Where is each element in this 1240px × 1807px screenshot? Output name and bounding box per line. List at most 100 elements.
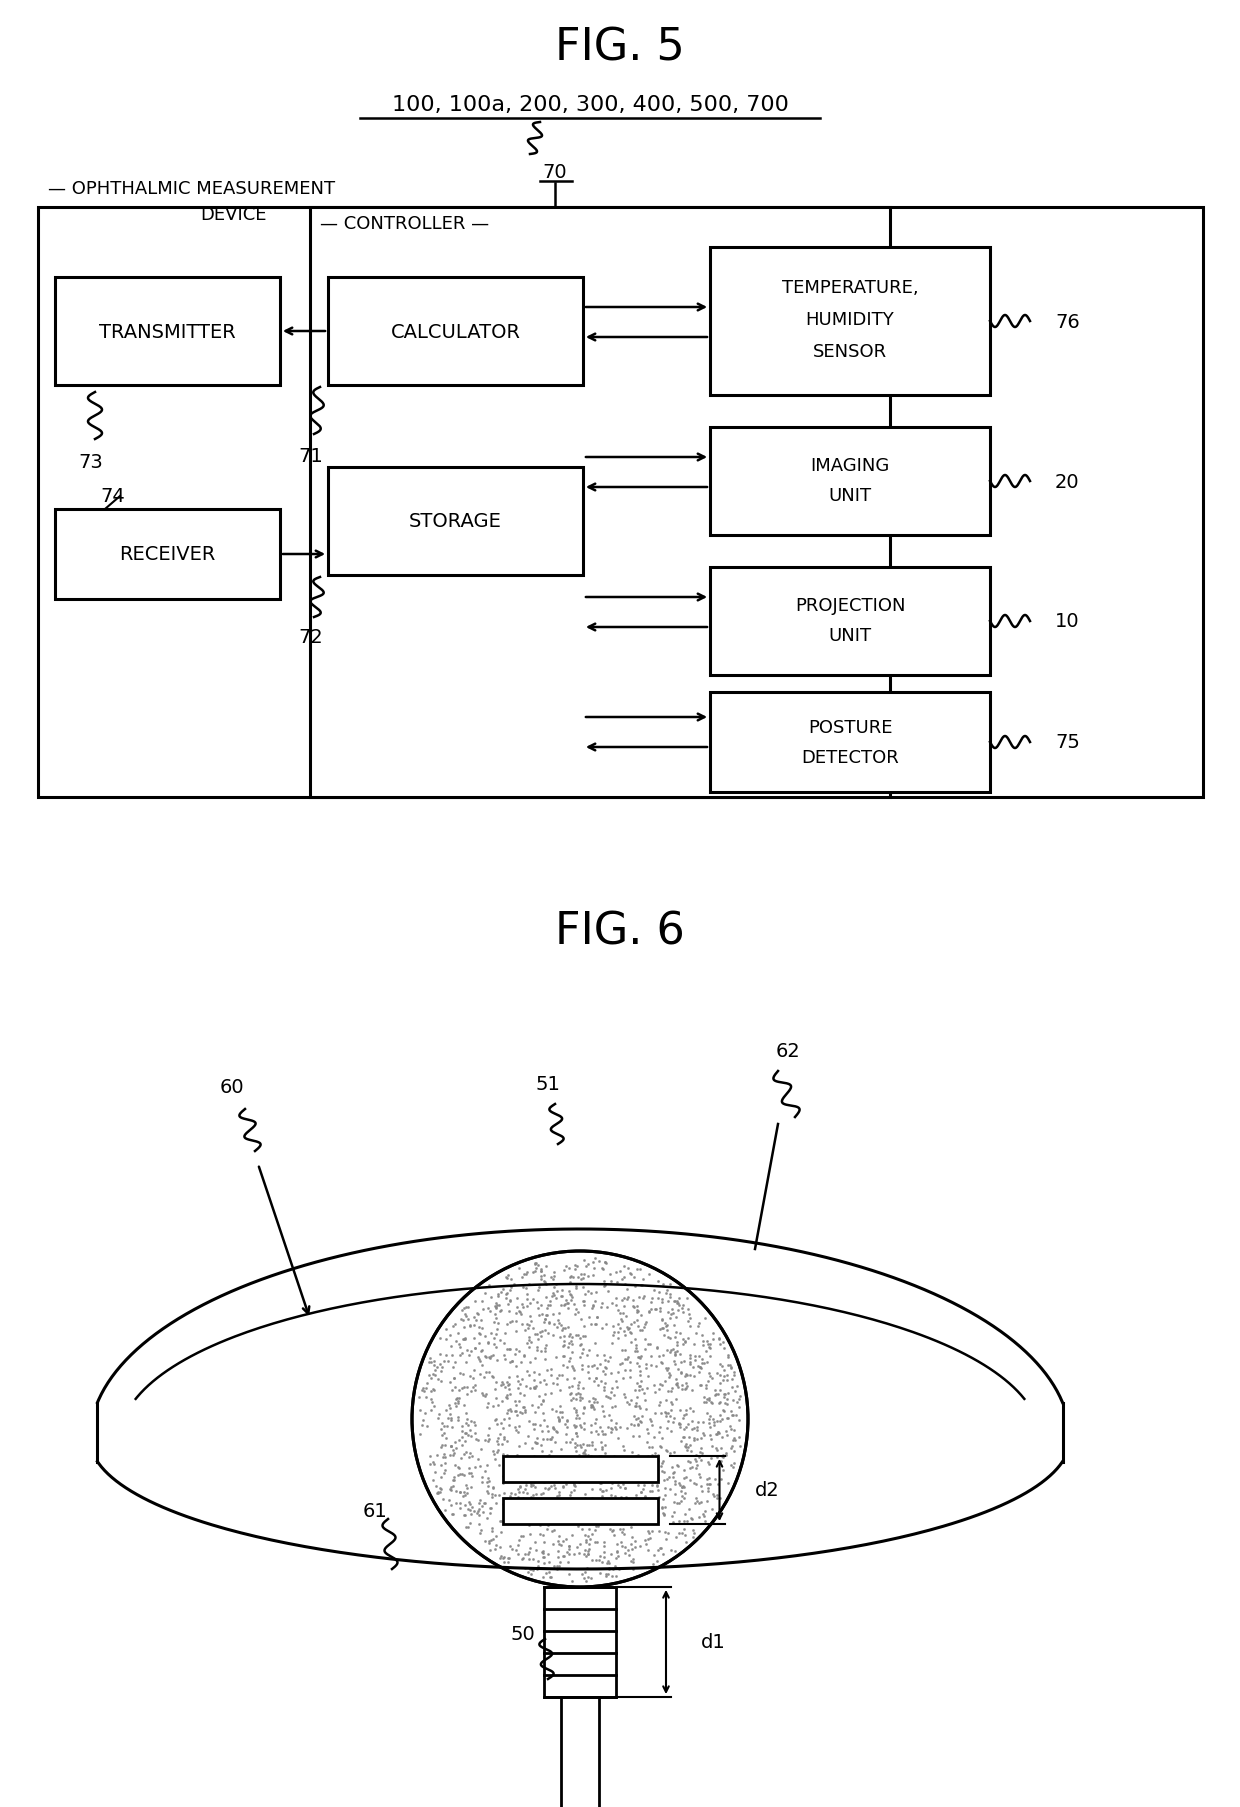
Point [533,1505,553,1534]
Point [560,1428,580,1456]
Point [476,1343,496,1372]
Point [454,1460,474,1489]
Point [422,1384,441,1413]
Point [443,1440,463,1469]
Point [495,1422,515,1451]
Point [560,1267,580,1296]
Point [698,1326,718,1355]
Point [525,1249,544,1278]
Point [639,1496,658,1525]
Point [672,1473,692,1502]
Point [585,1243,605,1272]
Point [553,1527,573,1556]
Point [542,1485,562,1514]
Point [585,1516,605,1545]
Point [500,1395,520,1424]
Point [672,1370,692,1399]
Point [667,1337,687,1366]
Point [538,1487,558,1516]
Point [699,1332,719,1361]
Point [609,1554,629,1583]
Point [583,1391,603,1420]
Point [681,1503,701,1532]
Point [574,1287,594,1315]
Point [645,1296,665,1325]
Point [717,1361,737,1390]
Point [599,1559,619,1588]
Point [565,1386,585,1415]
Point [624,1308,644,1337]
Point [548,1554,568,1583]
Point [492,1440,512,1469]
Point [676,1527,696,1556]
Point [485,1480,505,1509]
Point [517,1279,537,1308]
Point [577,1525,596,1554]
Point [675,1473,694,1502]
Point [539,1549,559,1578]
Point [565,1397,585,1426]
Point [471,1314,491,1343]
Point [511,1397,531,1426]
Point [577,1431,596,1460]
Point [723,1372,743,1400]
Point [670,1413,689,1442]
Point [637,1525,657,1554]
Bar [310,208,890,797]
Point [655,1500,675,1529]
Bar [502,1498,657,1523]
Point [521,1328,541,1357]
Point [534,1261,554,1290]
Point [693,1382,713,1411]
Point [461,1473,481,1502]
Point [441,1375,461,1404]
Point [658,1323,678,1352]
Point [656,1475,676,1503]
Point [475,1527,495,1556]
Point [430,1433,450,1462]
Point [562,1521,582,1550]
Point [636,1308,656,1337]
Point [454,1482,474,1511]
Point [449,1406,469,1435]
Point [625,1449,645,1478]
Point [660,1361,680,1390]
Point [647,1334,667,1362]
Point [479,1467,498,1496]
Point [518,1538,538,1567]
Point [689,1442,709,1471]
Point [671,1487,691,1516]
Point [500,1485,520,1514]
Point [620,1464,640,1493]
Point [573,1438,593,1467]
Point [672,1482,692,1511]
Point [558,1547,578,1576]
Point [642,1411,662,1440]
Point [707,1408,727,1437]
Point [451,1305,471,1334]
Point [593,1254,613,1283]
Point [420,1348,440,1377]
Point [595,1420,615,1449]
Point [557,1420,577,1449]
Point [615,1540,635,1568]
Point [529,1317,549,1346]
Point [572,1355,591,1384]
Point [569,1440,589,1469]
Point [713,1440,733,1469]
Point [494,1462,513,1491]
Point [681,1455,701,1484]
Point [531,1265,551,1294]
Point [476,1359,496,1388]
Point [472,1350,492,1379]
Point [521,1447,541,1476]
Point [697,1464,717,1493]
Point [692,1438,712,1467]
Point [570,1323,590,1352]
Point [548,1408,568,1437]
Point [711,1361,730,1390]
Point [590,1469,610,1498]
Point [629,1343,649,1372]
Point [626,1496,646,1525]
Point [444,1465,464,1494]
